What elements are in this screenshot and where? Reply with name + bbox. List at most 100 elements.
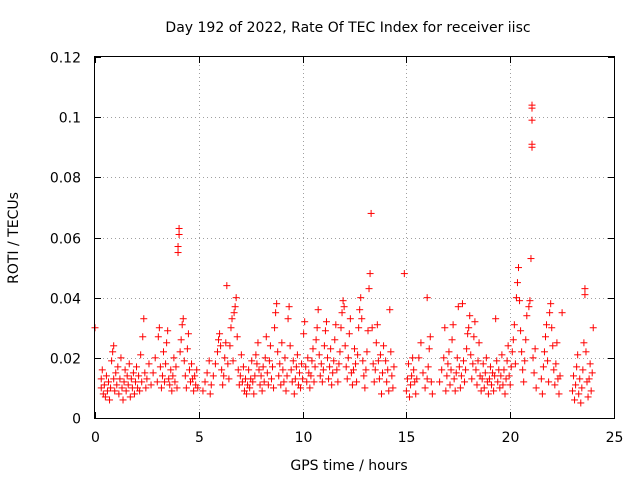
chart-title: Day 192 of 2022, Rate Of TEC Index for r…: [165, 20, 530, 36]
data-point: [316, 372, 324, 380]
data-point: [222, 339, 230, 347]
data-point: [251, 372, 259, 380]
data-point: [558, 309, 566, 317]
data-point: [551, 381, 559, 389]
data-point: [490, 387, 498, 395]
data-point: [356, 306, 364, 314]
data-point: [312, 336, 320, 344]
data-point: [424, 363, 432, 371]
data-point: [445, 348, 453, 356]
data-point: [578, 384, 586, 392]
data-point: [385, 387, 393, 395]
y-tick-label: 0.02: [50, 352, 81, 368]
data-point: [504, 342, 512, 350]
data-point: [343, 375, 351, 383]
data-point: [279, 366, 287, 374]
data-point: [369, 360, 377, 368]
data-point: [249, 378, 257, 386]
data-point: [443, 372, 451, 380]
data-point: [372, 339, 380, 347]
point-layer: [91, 101, 597, 407]
data-point: [184, 330, 192, 338]
data-point: [402, 387, 410, 395]
data-point: [288, 378, 296, 386]
data-point: [174, 249, 182, 257]
data-point: [522, 336, 530, 344]
data-point: [466, 312, 474, 320]
data-point: [281, 354, 289, 362]
data-point: [441, 324, 449, 332]
data-point: [407, 381, 415, 389]
data-point: [544, 357, 552, 365]
data-point: [349, 366, 357, 374]
data-point: [354, 351, 362, 359]
data-point: [199, 387, 207, 395]
data-point: [334, 378, 342, 386]
data-point: [406, 393, 414, 401]
data-point: [284, 315, 292, 323]
data-point: [156, 363, 164, 371]
data-point: [190, 387, 198, 395]
data-point: [485, 375, 493, 383]
data-point: [457, 372, 465, 380]
data-point: [293, 351, 301, 359]
data-point: [209, 372, 217, 380]
data-point: [530, 369, 538, 377]
data-point: [270, 384, 278, 392]
data-point: [127, 375, 135, 383]
data-point: [179, 315, 187, 323]
data-point: [223, 282, 231, 290]
data-point: [423, 375, 431, 383]
data-point: [461, 378, 469, 386]
data-point: [237, 351, 245, 359]
data-point: [289, 357, 297, 365]
data-point: [332, 321, 340, 329]
data-point: [538, 390, 546, 398]
x-tick-label: 0: [91, 430, 100, 446]
data-point: [360, 372, 368, 380]
data-point: [147, 381, 155, 389]
data-point: [321, 327, 329, 335]
data-point: [98, 366, 106, 374]
data-point: [528, 101, 536, 109]
data-point: [479, 360, 487, 368]
data-point: [235, 381, 243, 389]
data-point: [224, 360, 232, 368]
data-point: [175, 230, 183, 238]
data-point: [330, 357, 338, 365]
data-point: [498, 351, 506, 359]
data-point: [419, 369, 427, 377]
data-point: [501, 390, 509, 398]
data-point: [313, 324, 321, 332]
data-point: [586, 360, 594, 368]
data-point: [227, 324, 235, 332]
data-point: [421, 384, 429, 392]
data-point: [453, 354, 461, 362]
data-point: [126, 393, 134, 401]
x-tick-label: 20: [502, 430, 520, 446]
data-point: [474, 357, 482, 365]
data-point: [382, 357, 390, 365]
data-point: [587, 387, 595, 395]
data-point: [345, 330, 353, 338]
data-point: [221, 354, 229, 362]
data-point: [415, 354, 423, 362]
data-point: [581, 291, 589, 299]
data-point: [525, 303, 533, 311]
data-point: [173, 384, 181, 392]
data-point: [515, 264, 523, 272]
data-point: [287, 366, 295, 374]
data-point: [553, 339, 561, 347]
data-point: [307, 372, 315, 380]
data-point: [357, 294, 365, 302]
data-point: [315, 351, 323, 359]
data-point: [377, 390, 385, 398]
data-point: [178, 321, 186, 329]
data-point: [257, 372, 265, 380]
data-point: [370, 378, 378, 386]
data-point: [181, 372, 189, 380]
data-point: [297, 384, 305, 392]
data-point: [465, 324, 473, 332]
data-point: [547, 300, 555, 308]
data-point: [162, 360, 170, 368]
